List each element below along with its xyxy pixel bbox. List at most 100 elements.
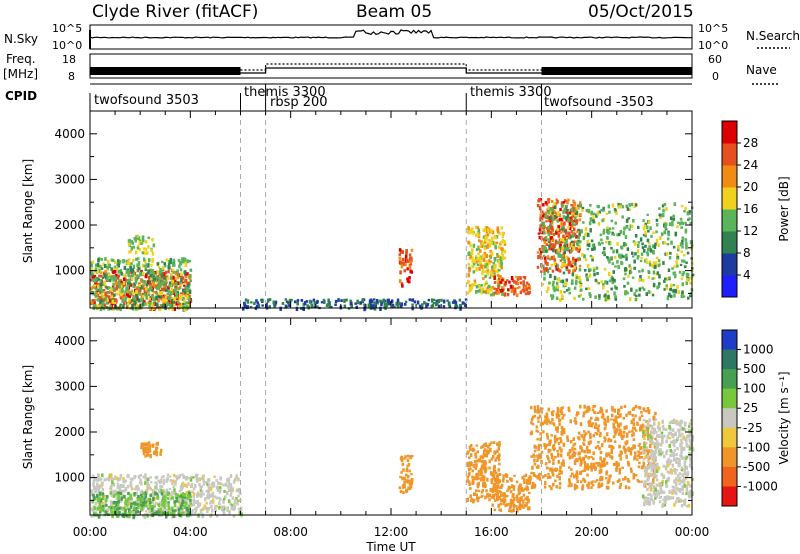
velocity-cell-0 <box>211 509 214 513</box>
power-cell-0 <box>164 270 168 275</box>
velocity-cell-0 <box>192 487 196 491</box>
velocity-cell-6 <box>557 452 560 456</box>
velocity-data-points <box>90 404 695 520</box>
power-cell-6 <box>568 227 572 231</box>
power-cell-2 <box>136 235 140 239</box>
velocity-cell-0 <box>198 483 201 487</box>
velocity-cell-1 <box>124 509 127 513</box>
velocity-cell-0 <box>109 484 113 490</box>
power-cell-4 <box>496 270 499 274</box>
velocity-cell-7 <box>660 431 663 437</box>
velocity-cell-7 <box>680 432 684 436</box>
power-cell-7 <box>579 203 582 208</box>
velocity-cell-6 <box>632 432 635 437</box>
power-cell-7 <box>684 238 688 242</box>
power-cell-1 <box>150 287 153 291</box>
velocity-cell-1 <box>178 507 181 511</box>
velocity-cell-0 <box>143 514 146 520</box>
velocity-cell-0 <box>100 500 103 505</box>
velocity-cell-1 <box>175 496 179 500</box>
velocity-cell-0 <box>198 477 202 481</box>
power-cell-8 <box>310 303 314 308</box>
power-cell-6 <box>545 203 549 206</box>
velocity-cell-4 <box>483 454 486 458</box>
power-cell-7 <box>617 266 621 270</box>
velocity-cell-6 <box>634 429 638 432</box>
power-cell-1 <box>188 299 191 302</box>
power-cell-7 <box>565 236 569 240</box>
power-cell-1 <box>168 281 172 285</box>
power-cell-4 <box>468 257 472 260</box>
velocity-cell-7 <box>685 504 689 508</box>
power-cell-1 <box>187 296 191 300</box>
power-cell-4 <box>481 269 485 273</box>
power-cell-3 <box>405 259 409 263</box>
power-cell-1 <box>150 277 153 281</box>
velocity-cell-0 <box>90 492 94 497</box>
power-cell-7 <box>551 283 555 287</box>
power-cell-7 <box>613 255 617 259</box>
power-cell-1 <box>181 257 184 262</box>
power-cell-4 <box>474 233 478 238</box>
velocity-cell-0 <box>148 486 151 490</box>
velocity-cell-7 <box>684 421 687 425</box>
power-cell-1 <box>96 262 100 267</box>
velocity-cell-1 <box>103 509 107 513</box>
velocity-cell-0 <box>222 511 226 515</box>
power-cell-1 <box>173 303 176 307</box>
velocity-cell-6 <box>572 437 576 441</box>
velocity-cell-6 <box>599 476 603 480</box>
velocity-cell-0 <box>207 478 211 482</box>
power-cell-1 <box>179 275 182 278</box>
velocity-cell-7 <box>661 502 665 506</box>
velocity-cell-6 <box>622 434 625 437</box>
power-cell-6 <box>571 265 574 268</box>
velocity-cell-4 <box>484 495 487 500</box>
power-cell-8 <box>343 304 347 309</box>
power-cell-6 <box>560 221 563 226</box>
velocity-cell-5 <box>503 493 507 498</box>
power-cell-7 <box>677 247 680 252</box>
velocity-cell-6 <box>622 445 626 450</box>
power-cell-7 <box>573 286 577 290</box>
power-cell-6 <box>549 225 552 230</box>
velocity-cell-4 <box>471 469 475 473</box>
power-cell-7 <box>648 242 651 245</box>
velocity-cell-7 <box>665 451 668 456</box>
power-cell-1 <box>117 263 121 268</box>
velocity-cell-0 <box>202 478 206 484</box>
velocity-cell-6 <box>560 470 563 475</box>
power-cell-7 <box>685 272 689 277</box>
velocity-cell-6 <box>548 459 551 464</box>
power-cell-7 <box>636 249 640 254</box>
power-cell-7 <box>635 294 638 298</box>
velocity-cell-1 <box>124 512 127 516</box>
velocity-cell-5 <box>504 503 507 507</box>
velocity-cell-4 <box>473 492 476 496</box>
power-cell-7 <box>591 257 594 262</box>
power-cell-1 <box>169 276 173 280</box>
power-cell-6 <box>551 213 554 217</box>
power-cell-7 <box>613 278 616 283</box>
power-cell-6 <box>538 206 542 211</box>
power-cell-7 <box>615 211 618 215</box>
velocity-cell-7 <box>644 451 648 454</box>
velocity-cell-6 <box>552 458 555 462</box>
power-cell-1 <box>112 275 115 278</box>
velocity-cell-0 <box>181 492 185 497</box>
power-cell-7 <box>651 264 654 268</box>
velocity-cell-5 <box>522 506 525 509</box>
power-cell-8 <box>374 304 378 308</box>
velocity-cell-1 <box>179 504 183 509</box>
power-cell-1 <box>182 302 185 306</box>
velocity-cell-6 <box>538 414 542 419</box>
power-cell-8 <box>246 299 250 304</box>
velocity-cell-0 <box>197 494 200 497</box>
power-cell-8 <box>316 305 319 309</box>
velocity-cell-6 <box>619 422 622 427</box>
velocity-cell-1 <box>105 503 108 507</box>
velocity-cell-0 <box>144 498 148 502</box>
cpid-panel: CPID twofsound 3503 themis 3300 rbsp 200… <box>5 83 692 111</box>
velocity-cell-5 <box>507 487 510 491</box>
power-cell-7 <box>652 231 655 234</box>
